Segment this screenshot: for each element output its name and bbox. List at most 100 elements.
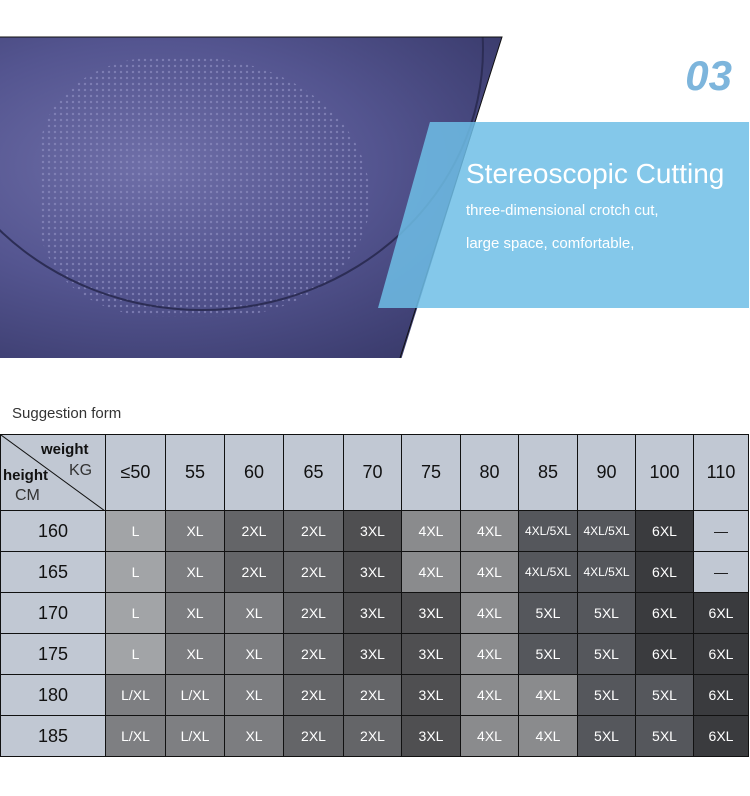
- size-cell: 3XL: [401, 633, 461, 675]
- height-header: 170: [0, 592, 106, 634]
- size-cell: 4XL: [460, 592, 519, 634]
- diagonal: [1, 435, 104, 510]
- table-row: 165 L XL 2XL 2XL 3XL 4XL 4XL 4XL/5XL 4XL/5XL 6XL —: [0, 551, 749, 593]
- size-cell: 2XL: [224, 510, 284, 552]
- table-row: 185 L/XL L/XL XL 2XL 2XL 3XL 4XL 4XL 5XL 5XL 6XL: [0, 715, 749, 757]
- table-caption: Suggestion form: [12, 405, 122, 422]
- size-cell: 3XL: [343, 551, 402, 593]
- size-cell: XL: [165, 592, 225, 634]
- height-header: 165: [0, 551, 106, 593]
- size-cell: 5XL: [635, 715, 694, 757]
- size-cell: L: [105, 633, 166, 675]
- size-cell: 2XL: [283, 715, 344, 757]
- size-cell: L/XL: [105, 715, 166, 757]
- size-cell: 4XL: [460, 674, 519, 716]
- size-cell: L: [105, 551, 166, 593]
- size-cell: XL: [224, 715, 284, 757]
- size-cell: L: [105, 592, 166, 634]
- weight-header: 75: [401, 434, 461, 511]
- size-cell: 2XL: [283, 633, 344, 675]
- height-header: 160: [0, 510, 106, 552]
- kg-label: KG: [69, 462, 93, 479]
- size-cell: 5XL: [577, 674, 636, 716]
- size-cell: L/XL: [165, 674, 225, 716]
- cm-label: CM: [15, 487, 40, 504]
- size-cell: 3XL: [343, 592, 402, 634]
- size-cell: 6XL: [693, 715, 749, 757]
- size-cell: 4XL/5XL: [577, 510, 636, 552]
- height-header: 180: [0, 674, 106, 716]
- size-cell: 5XL: [577, 633, 636, 675]
- weight-header: 85: [518, 434, 578, 511]
- height-label: height: [3, 467, 48, 484]
- size-table: weight KG height CM ≤50 55 60 65 70 75 80 85 90 100 11…: [0, 434, 749, 757]
- size-cell: 5XL: [518, 592, 578, 634]
- size-cell: 4XL: [460, 715, 519, 757]
- size-cell: 4XL: [460, 510, 519, 552]
- size-cell: 6XL: [693, 592, 749, 634]
- size-cell: 2XL: [283, 551, 344, 593]
- size-cell: 6XL: [635, 592, 694, 634]
- feature-title: Stereoscopic Cutting: [466, 158, 725, 189]
- size-cell: XL: [165, 510, 225, 552]
- feature-line-2: large space, comfortable,: [466, 235, 635, 252]
- size-cell: 4XL: [401, 551, 461, 593]
- size-cell: L/XL: [105, 674, 166, 716]
- size-cell: 3XL: [401, 674, 461, 716]
- weight-header: 110: [693, 434, 749, 511]
- size-cell: 2XL: [343, 715, 402, 757]
- size-cell: —: [693, 551, 749, 593]
- weight-header: 65: [283, 434, 344, 511]
- weight-header: 100: [635, 434, 694, 511]
- size-cell: 6XL: [635, 551, 694, 593]
- size-cell: 6XL: [693, 674, 749, 716]
- size-cell: XL: [224, 674, 284, 716]
- size-cell: 5XL: [577, 715, 636, 757]
- size-cell: 4XL: [460, 551, 519, 593]
- size-cell: 5XL: [518, 633, 578, 675]
- size-cell: XL: [224, 592, 284, 634]
- weight-header: ≤50: [105, 434, 166, 511]
- weight-label: weight: [41, 441, 89, 458]
- size-cell: 3XL: [343, 510, 402, 552]
- size-cell: 4XL/5XL: [577, 551, 636, 593]
- size-cell: 5XL: [635, 674, 694, 716]
- size-cell: 2XL: [283, 674, 344, 716]
- size-cell: 2XL: [343, 674, 402, 716]
- size-cell: 6XL: [635, 633, 694, 675]
- feature-number: 03: [685, 52, 732, 99]
- table-row: 160 L XL 2XL 2XL 3XL 4XL 4XL 4XL/5XL 4XL/5XL 6XL —: [0, 510, 749, 552]
- size-cell: 4XL: [401, 510, 461, 552]
- size-cell: L: [105, 510, 166, 552]
- weight-header: 70: [343, 434, 402, 511]
- size-cell: 4XL/5XL: [518, 551, 578, 593]
- weight-header: 80: [460, 434, 519, 511]
- feature-panel: [378, 122, 749, 308]
- table-row: 170 L XL XL 2XL 3XL 3XL 4XL 5XL 5XL 6XL 6XL: [0, 592, 749, 634]
- size-cell: 2XL: [283, 510, 344, 552]
- size-cell: XL: [165, 551, 225, 593]
- size-cell: 4XL: [460, 633, 519, 675]
- size-cell: XL: [224, 633, 284, 675]
- corner-header: weight KG height CM: [0, 434, 106, 511]
- table-row: 180 L/XL L/XL XL 2XL 2XL 3XL 4XL 4XL 5XL 5XL 6XL: [0, 674, 749, 716]
- size-cell: 4XL: [518, 715, 578, 757]
- size-cell: 2XL: [283, 592, 344, 634]
- size-cell: 2XL: [224, 551, 284, 593]
- height-header: 175: [0, 633, 106, 675]
- weight-header: 90: [577, 434, 636, 511]
- feature-line-1: three-dimensional crotch cut,: [466, 202, 659, 219]
- size-cell: 4XL: [518, 674, 578, 716]
- height-header: 185: [0, 715, 106, 757]
- size-cell: —: [693, 510, 749, 552]
- size-cell: 3XL: [401, 715, 461, 757]
- table-row: 175 L XL XL 2XL 3XL 3XL 4XL 5XL 5XL 6XL 6XL: [0, 633, 749, 675]
- weight-header: 60: [224, 434, 284, 511]
- size-cell: 5XL: [577, 592, 636, 634]
- size-cell: 4XL/5XL: [518, 510, 578, 552]
- weight-header: 55: [165, 434, 225, 511]
- size-cell: L/XL: [165, 715, 225, 757]
- size-cell: 3XL: [343, 633, 402, 675]
- size-cell: 6XL: [635, 510, 694, 552]
- size-cell: XL: [165, 633, 225, 675]
